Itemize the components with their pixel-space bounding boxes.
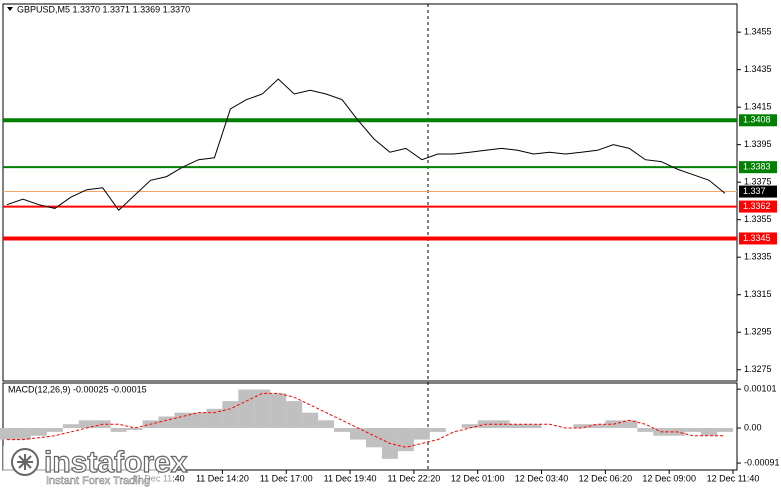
macd-bar xyxy=(350,428,367,440)
y-tick-label: 1.3415 xyxy=(744,102,772,112)
y-tick-label: 1.3435 xyxy=(744,64,772,74)
watermark: instaforex Instant Forex Trading xyxy=(3,445,188,489)
macd-bar xyxy=(174,412,191,429)
x-tick-label: 12 Dec 11:40 xyxy=(707,473,760,483)
current-price-label: 1.337 xyxy=(743,186,766,196)
macd-bar xyxy=(238,389,255,429)
level-label-box xyxy=(739,114,777,127)
macd-bar xyxy=(62,424,79,429)
y-tick-label: 1.3455 xyxy=(744,27,772,37)
macd-bar xyxy=(286,401,303,429)
x-tick-label: 12 Dec 03:40 xyxy=(515,473,569,483)
macd-bar xyxy=(365,428,382,448)
y-tick-label: 1.3375 xyxy=(744,177,772,187)
header-arrow xyxy=(7,7,13,11)
x-tick-label: 11 Dec 22:20 xyxy=(387,473,440,483)
brand-tagline: Instant Forex Trading xyxy=(46,475,150,487)
macd-bar xyxy=(158,416,175,429)
y-tick-label: 1.3275 xyxy=(744,364,772,374)
level-label-box xyxy=(739,161,777,174)
macd-bar xyxy=(46,428,63,432)
signal-line xyxy=(7,392,725,448)
macd-bar xyxy=(110,428,127,432)
macd-bar xyxy=(206,408,223,429)
brand-name: instaforex xyxy=(44,446,188,479)
y-tick-label: 1.3355 xyxy=(744,214,772,224)
macd-bar xyxy=(270,393,287,429)
macd-bar xyxy=(701,428,718,436)
level-label-box xyxy=(739,200,777,213)
x-tick-label: 11 Dec 19:40 xyxy=(324,473,377,483)
macd-bar xyxy=(413,428,430,440)
x-tick-label: 12 Dec 01:00 xyxy=(451,473,505,483)
macd-bar xyxy=(190,412,207,429)
macd-bar xyxy=(525,424,542,429)
y-tick-label: 0.00101 xyxy=(744,384,777,394)
logo-mark xyxy=(17,454,33,470)
price-pane xyxy=(2,3,738,382)
macd-bar xyxy=(254,389,271,429)
level-label: 1.3345 xyxy=(743,233,771,243)
y-tick-label: 1.3295 xyxy=(744,327,772,337)
header: GBPUSD,M5 1.3370 1.3371 1.3369 1.3370 xyxy=(17,4,190,14)
y-tick-label: 1.3335 xyxy=(744,252,772,262)
macd-bar xyxy=(302,412,319,429)
level-label: 1.3383 xyxy=(743,162,771,172)
x-tick-label: 12 Dec 06:20 xyxy=(579,473,633,483)
y-tick-label: 0.00 xyxy=(744,422,762,432)
macd-bar xyxy=(717,428,734,432)
macd-bar xyxy=(685,428,702,432)
macd-bar xyxy=(397,428,414,452)
macd-bar xyxy=(621,420,638,429)
current-price-box xyxy=(739,185,777,198)
y-tick-label: -0.00091 xyxy=(744,457,780,467)
macd-bar xyxy=(637,428,654,432)
macd-bar xyxy=(78,420,95,429)
macd-bar xyxy=(573,424,590,429)
macd-bar xyxy=(429,428,446,432)
macd-bar xyxy=(222,401,239,429)
x-tick-label: 11 Dec 14:20 xyxy=(196,473,249,483)
macd-bar xyxy=(509,424,526,429)
y-tick-label: 1.3315 xyxy=(744,289,772,299)
macd-bar xyxy=(14,428,31,440)
level-label: 1.3362 xyxy=(743,201,771,211)
price-line xyxy=(6,78,726,212)
x-tick-label: 11 Dec 17:00 xyxy=(260,473,313,483)
x-tick-label: 12 Dec 09:00 xyxy=(642,473,696,483)
macd-bar xyxy=(589,424,606,429)
macd-title: MACD(12,26,9) -0.00025 -0.00015 xyxy=(8,384,147,394)
macd-bar xyxy=(334,428,351,432)
macd-bar xyxy=(30,428,47,436)
macd-bar xyxy=(461,424,478,429)
level-label: 1.3408 xyxy=(743,115,771,125)
macd-bar xyxy=(126,428,143,430)
macd-bar xyxy=(318,420,335,429)
macd-bar xyxy=(0,428,15,440)
level-label-box xyxy=(739,232,777,245)
y-tick-label: 1.3395 xyxy=(744,139,772,149)
